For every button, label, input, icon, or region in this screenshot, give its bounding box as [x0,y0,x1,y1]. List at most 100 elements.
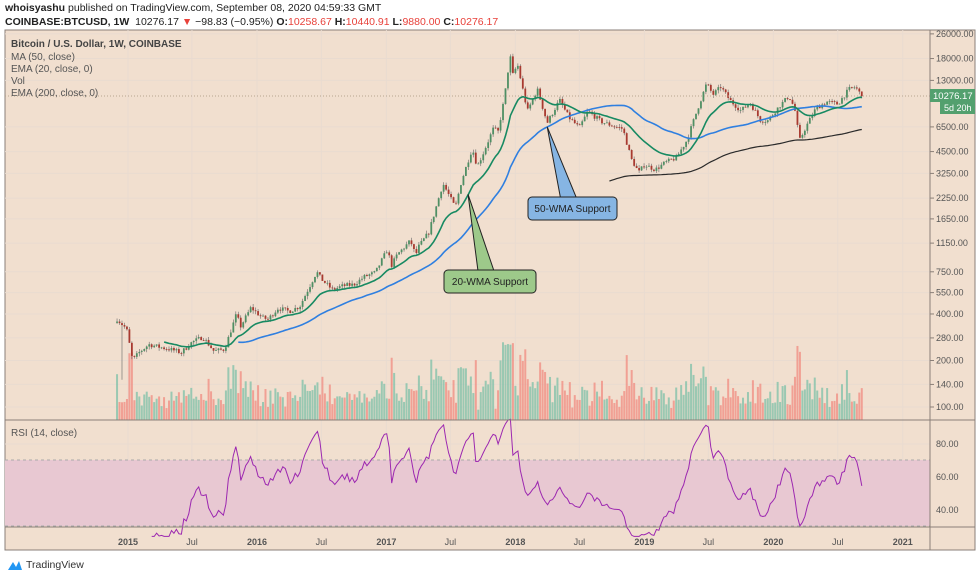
volume-bar [687,391,690,420]
volume-bar [435,368,438,420]
x-tick-label: 2020 [763,537,783,547]
candle [756,110,759,117]
candle [752,104,754,110]
volume-bar [813,377,816,420]
x-tick-label: 2018 [505,537,525,547]
volume-bar [427,401,430,420]
volume-bar [737,396,740,420]
volume-bar [553,385,556,420]
volume-bar [138,396,141,420]
volume-bar [647,400,650,420]
candle [823,104,826,106]
volume-bar [848,393,851,420]
tradingview-logo[interactable]: TradingView [7,559,84,571]
volume-bar [309,391,312,420]
volume-bar [237,393,240,420]
legend-ma50[interactable]: MA (50, close) [11,52,75,63]
last-price: 10276.17 [135,16,179,28]
candle [771,115,774,117]
volume-bar [526,379,529,420]
candle [667,158,670,162]
candle [316,272,319,277]
candle [173,347,175,351]
callout-text: 50-WMA Support [534,204,610,215]
volume-bar [269,390,272,420]
volume-bar [598,396,601,420]
candle [445,184,448,190]
volume-bar [625,355,628,420]
ma50-line [238,104,862,344]
candle [338,286,341,288]
volume-bar [806,379,809,420]
volume-bar [153,402,156,420]
candle [620,127,623,129]
time-axis[interactable]: 2015 Jul 2016 Jul 2017 Jul 2018 Jul 2019 Jul 2020 J… [118,537,913,547]
candle [551,114,554,117]
candle [296,308,299,310]
price-axis[interactable]: 26000.00 18000.00 13000.00 6500.00 4500.00 32… [930,29,974,515]
candle [153,345,156,348]
candle [229,332,232,337]
candle [442,184,445,192]
volume-bar [516,395,519,420]
volume-bar [573,395,576,420]
volume-bar [425,389,428,420]
volume-bar [610,399,613,420]
change: −98.83 (−0.95%) [195,16,274,28]
candle [628,144,631,150]
volume-bar [509,344,512,420]
candle [410,240,413,245]
candle [197,337,200,339]
volume-bar [469,376,472,420]
volume-bar [333,398,336,420]
volume-bar [202,399,205,420]
author[interactable]: whoisyashu [5,2,66,14]
candle [163,347,165,350]
volume-bar [311,390,314,420]
volume-bar [657,399,660,420]
volume-bar [474,360,477,420]
callout-box[interactable] [527,196,618,221]
candle [457,193,460,204]
y-tick-label: 140.00 [936,379,964,389]
candle [177,349,180,354]
candle [623,128,626,134]
candle [252,307,255,311]
candle [467,162,470,168]
legend-ema20[interactable]: EMA (20, close, 0) [11,64,93,75]
candle [366,274,368,276]
volume-bar [200,394,203,420]
volume-bar [326,401,329,420]
candle [190,342,193,348]
candle [578,124,581,126]
legend-rsi[interactable]: RSI (14, close) [11,428,77,439]
volume-bar [551,402,554,420]
candle [333,288,336,290]
candle [709,84,712,91]
volume-bar [667,397,670,420]
brand-name: TradingView [26,559,84,571]
candle [370,272,373,275]
volume-bar [776,381,779,420]
volume-bar [826,388,829,420]
volume-bar [467,385,470,420]
volume-bar [761,402,764,420]
candle [175,349,178,351]
callout-box[interactable] [443,269,537,294]
candle [140,350,143,352]
volume-bar [831,401,834,420]
volume-bar [494,408,497,420]
candle [138,351,141,354]
legend-vol[interactable]: Vol [11,76,25,87]
candle [653,169,655,171]
candle [655,167,658,171]
candle [331,287,334,289]
candle [212,348,215,351]
y-tick-label: 400.00 [936,309,964,319]
legend-ema200[interactable]: EMA (200, close, 0) [11,88,98,99]
annotations: 20-WMA Support 50-WMA Support [443,126,618,294]
volume-bar [492,379,495,420]
volume-bar [534,388,537,420]
candle [633,158,636,166]
